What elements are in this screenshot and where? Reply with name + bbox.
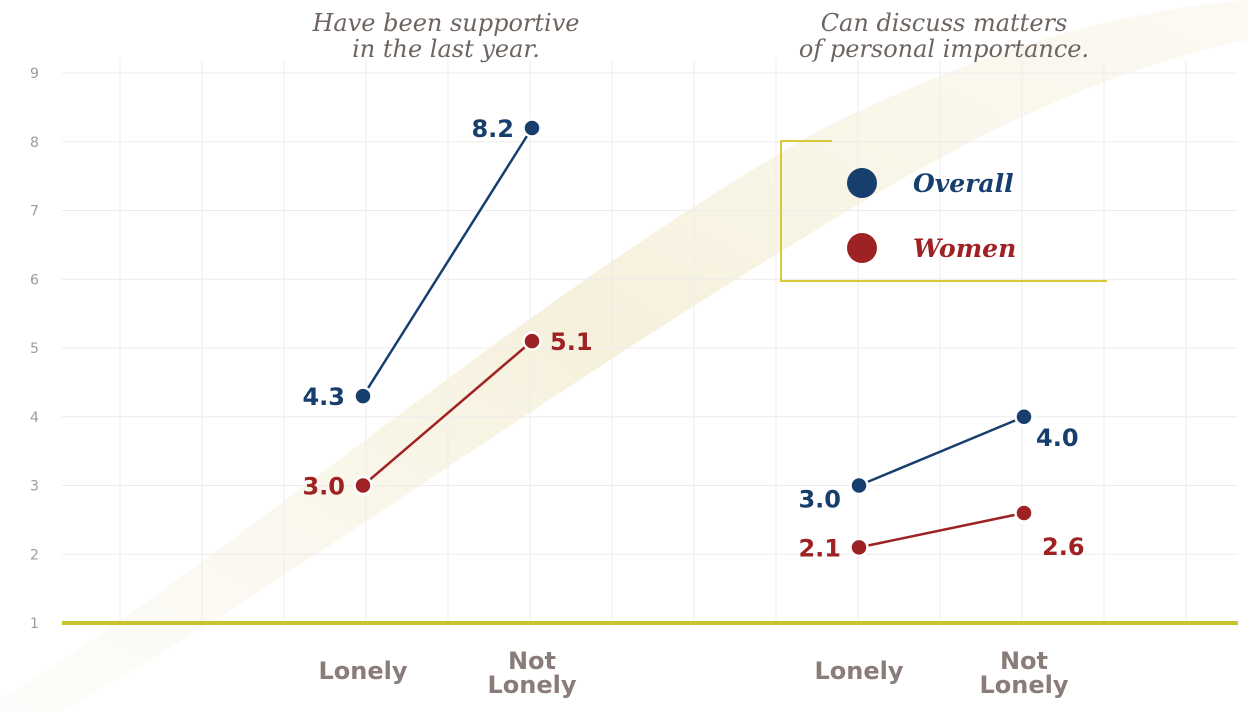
panel-1-plot: 4.3 8.2 3.0 5.1 (302, 115, 592, 501)
data-label-overall: 3.0 (798, 486, 841, 514)
legend-label-overall: Overall (913, 169, 1014, 198)
panel-2-plot: 3.0 4.0 2.1 2.6 (798, 407, 1085, 562)
legend-border (780, 140, 1107, 282)
data-label-women: 5.1 (550, 328, 593, 356)
data-point-women (1014, 503, 1034, 523)
data-point-overall (1014, 407, 1034, 427)
data-point-women (522, 331, 542, 351)
data-point-overall (522, 118, 542, 138)
x-category-label: Lonely (814, 657, 903, 685)
data-label-women: 2.6 (1042, 533, 1085, 561)
x-category-label: Lonely (979, 671, 1068, 699)
legend-marker-women (847, 233, 877, 263)
y-tick-label: 4 (30, 410, 39, 426)
data-point-women (353, 475, 373, 496)
y-tick-label: 2 (30, 547, 39, 563)
legend: Overall Women (780, 140, 1107, 282)
series-line-overall (361, 127, 534, 397)
data-point-overall (353, 386, 373, 406)
series-layer: 4.3 8.2 3.0 5.1 3.0 4.0 2.1 2.6 (302, 115, 1084, 562)
panel-2-title-line-1: Can discuss matters (820, 9, 1068, 37)
y-tick-label: 6 (30, 272, 39, 288)
data-label-overall: 4.3 (302, 383, 345, 411)
grid (62, 60, 1238, 624)
data-label-overall: 8.2 (471, 115, 514, 143)
data-point-women (849, 537, 869, 558)
series-line-overall (858, 415, 1025, 487)
y-axis-ticks: 1 2 3 4 5 6 7 8 9 (30, 66, 39, 632)
x-category-label: Not (508, 647, 556, 675)
data-label-women: 3.0 (302, 473, 345, 501)
panel-1-title: Have been supportive in the last year. (246, 10, 646, 62)
panel-2-title-line-2: of personal importance. (798, 35, 1090, 63)
y-tick-label: 1 (30, 616, 39, 632)
x-category-label: Lonely (318, 657, 407, 685)
data-point-overall (849, 475, 869, 496)
x-category-label: Not (1000, 647, 1048, 675)
legend-marker-overall (847, 168, 877, 198)
series-line-women (362, 340, 533, 487)
panel-1-title-line-2: in the last year. (352, 35, 540, 63)
legend-label-women: Women (913, 234, 1016, 263)
y-tick-label: 8 (30, 135, 39, 151)
data-label-overall: 4.0 (1036, 424, 1079, 452)
data-label-women: 2.1 (798, 534, 841, 562)
y-tick-label: 3 (30, 479, 39, 495)
x-category-label: Lonely (487, 671, 576, 699)
series-line-women (858, 511, 1025, 549)
panel-1-title-line-1: Have been supportive (312, 9, 580, 37)
y-tick-label: 7 (30, 204, 39, 220)
y-tick-label: 5 (30, 341, 39, 357)
panel-2-title: Can discuss matters of personal importan… (744, 10, 1144, 62)
y-tick-label: 9 (30, 66, 39, 82)
